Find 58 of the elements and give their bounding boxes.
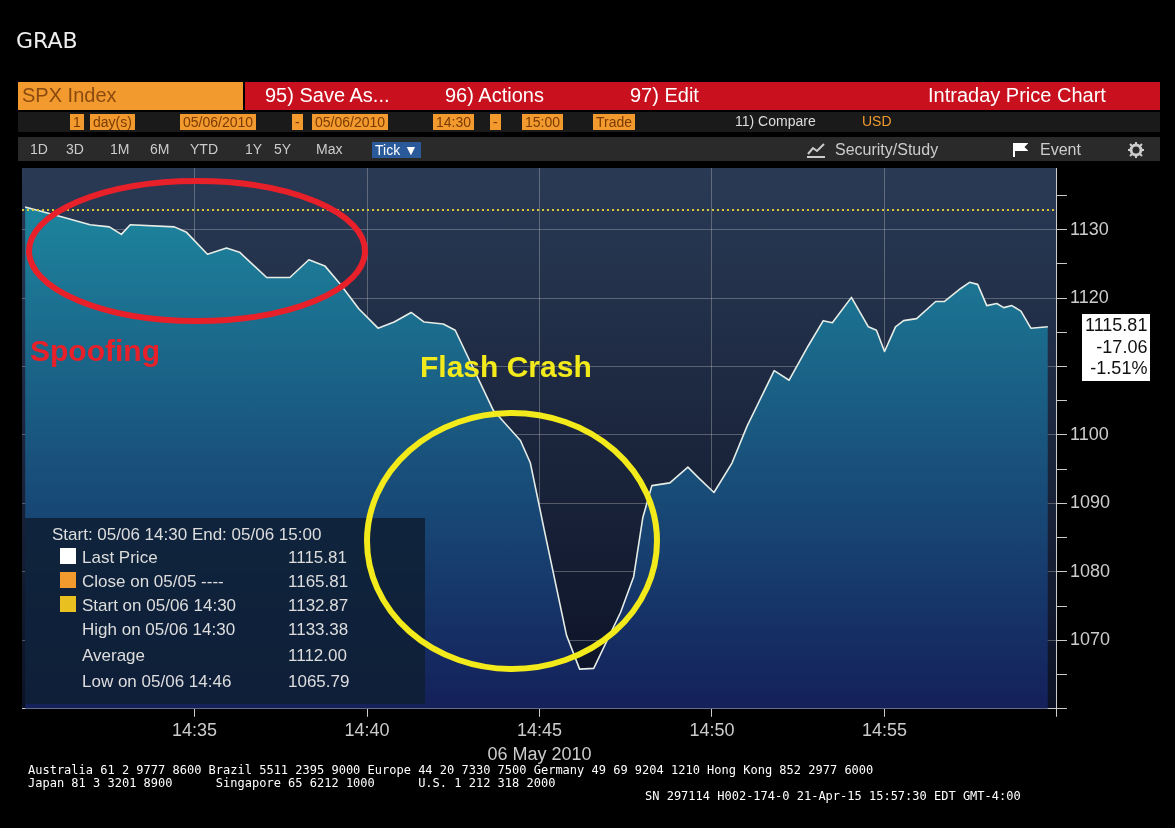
annotation: 1112.00 <box>288 646 347 665</box>
annotation: 1065.79 <box>288 672 350 691</box>
text: 1Y <box>245 141 263 157</box>
text: 96) Actions <box>445 84 544 106</box>
annotation: Average <box>82 646 146 665</box>
annotation: 1133.38 <box>288 620 349 639</box>
x-tick-label: 14:35 <box>171 719 217 740</box>
y-tick-label: 1120 <box>1069 287 1109 308</box>
annotation: Spoofing <box>30 334 160 367</box>
text: Event <box>1040 141 1081 158</box>
text: 05/06/2010 <box>180 114 257 130</box>
annotation: 1165.81 <box>288 572 349 591</box>
text: 15:00 <box>522 114 564 130</box>
text: 6M <box>150 141 170 157</box>
annotation: Start: 05/06 14:30 End: 05/06 15:00 <box>52 525 322 544</box>
annotation: Last Price <box>82 548 158 567</box>
text: Intraday Price Chart <box>928 84 1106 106</box>
annotation: Close on 05/05 ---- <box>82 572 224 591</box>
text: 1D <box>30 141 48 157</box>
y-tick-label: 1090 <box>1069 492 1110 513</box>
text: Australia 61 2 9777 8600 Brazil 5511 2395 9000 Europe 44 20 7330 7500 Germany 49 69 9204 1210 Hong Kong 852 2977 6000 <box>28 763 874 777</box>
text: USD <box>862 113 892 129</box>
annotation: High on 05/06 14:30 <box>82 620 236 639</box>
annotation: Start on 05/06 14:30 <box>82 596 237 615</box>
chart-title: GRAB <box>16 28 78 53</box>
x-tick-label: 14:50 <box>689 719 735 740</box>
text: - <box>292 114 303 130</box>
text: - <box>490 114 501 130</box>
annotation: Low on 05/06 14:46 <box>82 672 232 691</box>
annotation: 1115.81 <box>288 548 347 567</box>
y-tick-label: 1130 <box>1069 218 1109 239</box>
y-tick-label: 1080 <box>1069 560 1110 581</box>
annotation: 1132.87 <box>288 596 349 615</box>
x-tick-label: 14:45 <box>516 719 562 740</box>
text: Max <box>316 141 343 157</box>
text: 11) Compare <box>735 113 816 129</box>
text: 1M <box>110 141 130 157</box>
text: day(s) <box>90 114 135 130</box>
text: 3D <box>66 141 84 157</box>
x-axis-title: 06 May 2010 <box>487 744 592 765</box>
text: 1 <box>70 114 84 130</box>
text: YTD <box>190 141 218 157</box>
y-tick-label: 1100 <box>1069 423 1109 444</box>
text: Japan 81 3 3201 8900 Singapore 65 6212 1000 U.S. 1 212 318 2000 <box>28 776 556 790</box>
text: 5Y <box>274 141 292 157</box>
text: 14:30 <box>433 114 475 130</box>
text: Security/Study <box>835 141 939 158</box>
y-tick-label: 1070 <box>1069 629 1110 650</box>
text: Tick ▼ <box>372 142 421 158</box>
x-tick-label: 14:40 <box>344 719 390 740</box>
text: 97) Edit <box>630 84 699 106</box>
text: 95) Save As... <box>265 84 390 106</box>
x-tick-label: 14:55 <box>862 719 908 740</box>
text: 05/06/2010 <box>312 114 389 130</box>
text: SN 297114 H002-174-0 21-Apr-15 15:57:30 EDT GMT-4:00 <box>645 789 1021 803</box>
text: SPX Index <box>22 84 117 106</box>
text: Trade <box>593 114 636 130</box>
text: 1115.81 -17.06 -1.51% <box>1082 314 1151 381</box>
